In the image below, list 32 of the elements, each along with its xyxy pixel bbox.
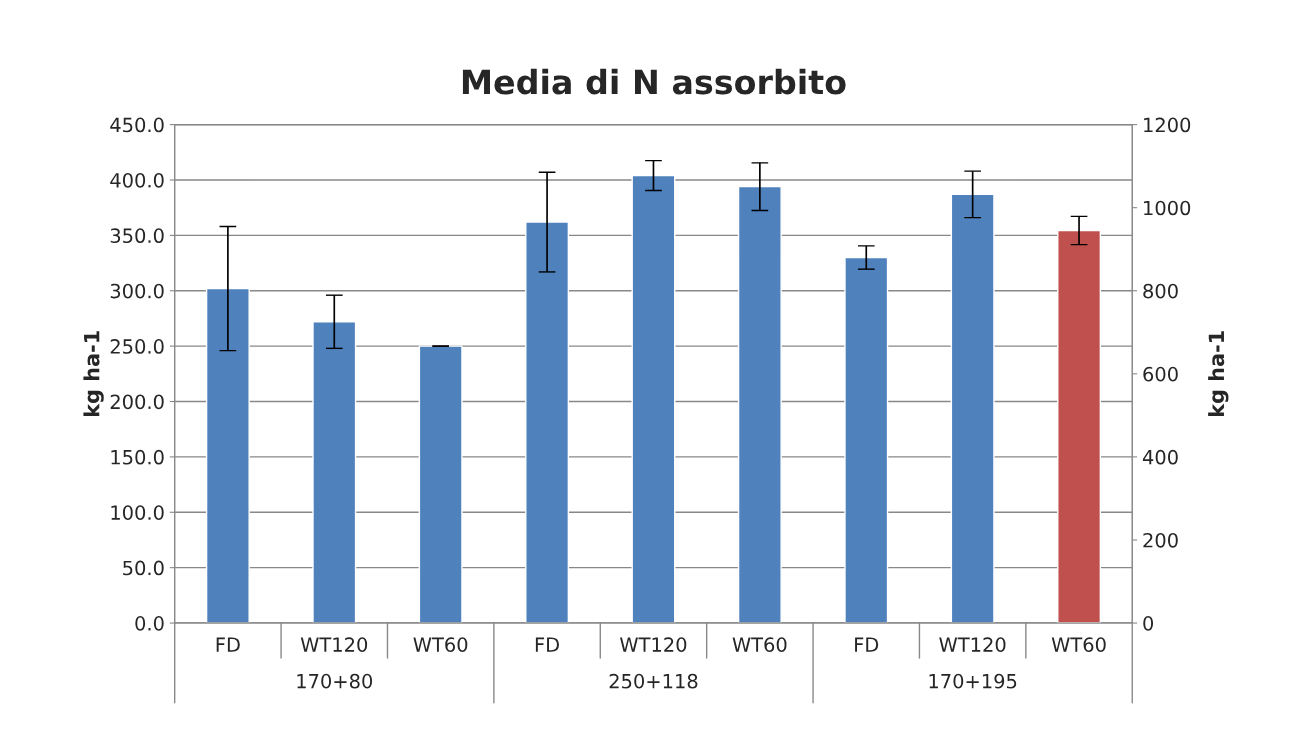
y2-tick-label: 1000 — [1144, 200, 1191, 216]
text: 170+195 — [929, 673, 1017, 689]
x-tick-label: FD — [855, 637, 879, 652]
y-tick-label: 0.0 — [135, 616, 164, 631]
y-axis-title: kg ha-1 — [83, 331, 104, 417]
x-tick-label: WT120 — [939, 637, 1006, 652]
y2-tick-label: 200 — [1143, 532, 1178, 548]
y2-tick-label: 1200 — [1144, 117, 1191, 133]
y2-tick-label: 400 — [1142, 449, 1178, 465]
y-tick-label: 450.0 — [110, 117, 164, 133]
x-tick-label: FD — [216, 637, 240, 652]
x-tick-label: WT60 — [1051, 637, 1106, 652]
x-tick-label: WT60 — [732, 637, 787, 652]
y-tick-label: 250.0 — [110, 339, 164, 354]
y2-axis-title: kg ha-1 — [1208, 331, 1229, 417]
text: 170+80 — [297, 673, 373, 689]
y-tick-label: 400.0 — [110, 172, 164, 188]
y-tick-label: 150.0 — [111, 449, 164, 465]
y2-tick-label: 800 — [1143, 283, 1178, 299]
y-tick-label: 300.0 — [110, 283, 164, 299]
y-tick-label: 100.0 — [111, 505, 164, 520]
y-tick-label: 50.0 — [123, 560, 164, 576]
x-tick-label: FD — [535, 637, 559, 652]
y-tick-label: 200.0 — [110, 394, 164, 410]
chart-title: Media di N assorbito — [462, 68, 846, 95]
y2-tick-label: 600 — [1143, 366, 1178, 382]
x-tick-label: WT60 — [413, 637, 468, 652]
y2-tick-label: 0 — [1143, 616, 1154, 631]
x-tick-label: WT120 — [620, 637, 687, 652]
x-tick-label: WT120 — [300, 637, 368, 652]
text: 250+118 — [609, 673, 698, 689]
y-tick-label: 350.0 — [110, 228, 164, 244]
